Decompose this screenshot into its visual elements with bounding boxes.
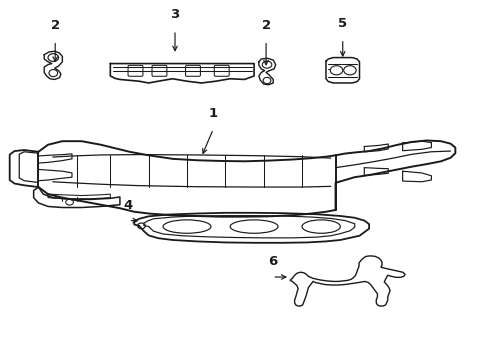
Text: 2: 2 [261,19,270,32]
Ellipse shape [263,77,270,84]
Text: 3: 3 [170,8,179,21]
Text: 4: 4 [123,199,133,212]
Circle shape [65,199,73,205]
Text: 6: 6 [267,255,276,268]
Text: 1: 1 [208,107,218,120]
Ellipse shape [230,220,278,233]
FancyBboxPatch shape [214,65,229,76]
Circle shape [343,66,355,75]
Circle shape [262,61,271,68]
Text: 2: 2 [51,19,60,32]
Circle shape [137,223,145,229]
FancyBboxPatch shape [128,65,142,76]
FancyBboxPatch shape [185,65,200,76]
FancyBboxPatch shape [152,65,166,76]
Ellipse shape [163,220,210,233]
Circle shape [48,54,59,62]
Text: 5: 5 [338,17,346,30]
Circle shape [329,66,342,75]
Ellipse shape [302,220,340,233]
Ellipse shape [49,69,58,77]
